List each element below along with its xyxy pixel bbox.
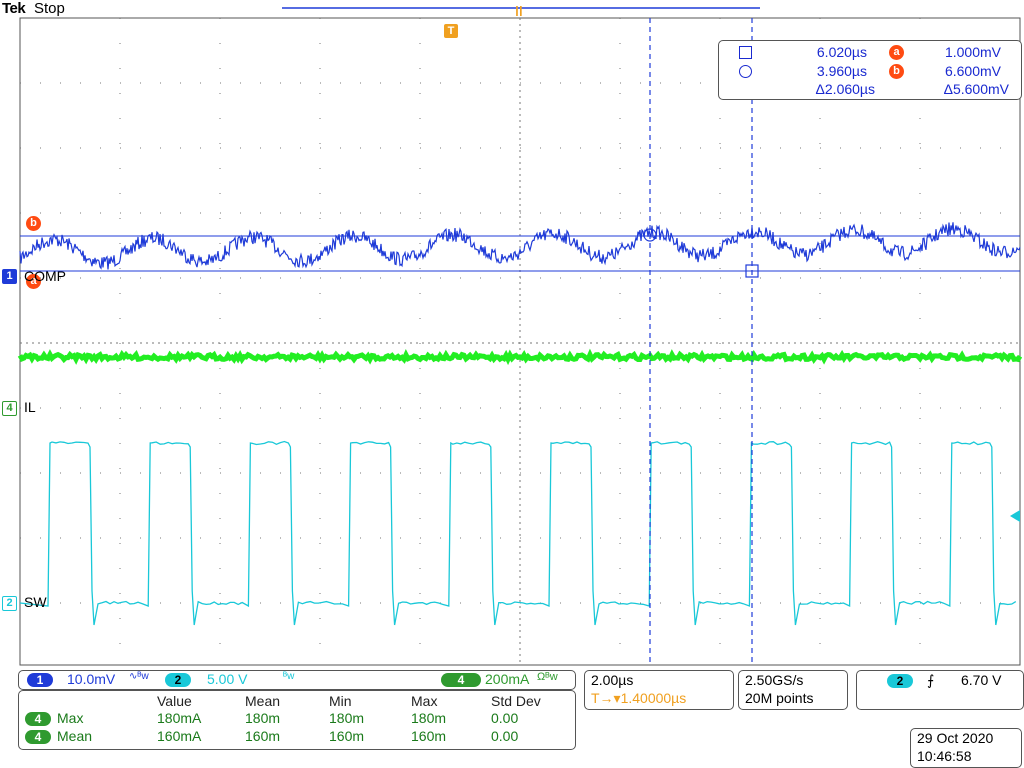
meas1-min: 180m	[329, 710, 365, 726]
ch1-bw-icon: ∿ᴮw	[129, 671, 149, 682]
meas2-max: 160m	[411, 728, 447, 744]
cursor-dv: Δ5.600mV	[943, 81, 1009, 97]
square-cursor-icon	[739, 46, 752, 59]
timebase-panel[interactable]: 2.00µs T→▾1.40000µs	[584, 670, 734, 710]
channel-scale-bar[interactable]: 1 10.0mV ∿ᴮw 2 5.00 V ᴮw 4 200mA Ωᴮw	[18, 670, 576, 690]
meas2-value: 160mA	[157, 728, 202, 744]
cursor-lines[interactable]	[20, 18, 1020, 665]
cursor-v2: 6.600mV	[944, 63, 1001, 79]
sample-rate: 2.50GS/s	[745, 672, 804, 688]
ch1-scale-badge[interactable]: 1	[27, 673, 53, 687]
trigger-slope-icon: ⨍	[927, 672, 935, 688]
meas2-ch-badge[interactable]: 4	[25, 730, 51, 744]
trigger-source-badge[interactable]: 2	[887, 674, 913, 688]
ch4-label: IL	[24, 399, 36, 415]
datetime-panel: 29 Oct 2020 10:46:58	[910, 728, 1022, 768]
brand-logo: Tek	[2, 0, 26, 17]
meas1-max: 180m	[411, 710, 447, 726]
status-panel: 1 10.0mV ∿ᴮw 2 5.00 V ᴮw 4 200mA Ωᴮw Val…	[0, 668, 1024, 768]
top-bar: Tek Stop	[0, 0, 1024, 18]
cursor-t1: 6.020µs	[816, 44, 867, 60]
trigger-level: 6.70 V	[961, 672, 1002, 688]
meas1-ch-badge[interactable]: 4	[25, 712, 51, 726]
ch4-scale-badge[interactable]: 4	[441, 673, 481, 687]
ch4-trace	[17, 348, 1023, 366]
col-max: Max	[411, 693, 438, 709]
ch2-bw-icon: ᴮw	[283, 671, 295, 682]
cursor-readout: 6.020µs 3.960µs Δ2.060µs a b 1.000mV 6.6…	[718, 40, 1022, 100]
ch4-bw-icon: Ωᴮw	[537, 671, 558, 683]
ch4-marker[interactable]: 4	[2, 401, 17, 416]
horizontal-position-icon[interactable]: ǀǀ	[515, 3, 523, 19]
cursor-b-label[interactable]: b	[26, 216, 41, 231]
trigger-level-arrow[interactable]	[1010, 510, 1020, 522]
cursor-dt: Δ2.060µs	[815, 81, 875, 97]
ch1-trace	[19, 222, 1021, 270]
cursor-circle-marker	[643, 228, 657, 242]
meas1-value: 180mA	[157, 710, 202, 726]
cursor-square-marker	[745, 264, 759, 278]
measurement-table: Value Mean Min Max Std Dev 4 Max 180mA 1…	[18, 690, 576, 750]
ch4-scale: 200mA	[485, 671, 530, 687]
meas2-name: Mean	[57, 728, 93, 744]
trigger-offset: T→▾1.40000µs	[591, 690, 687, 706]
time: 10:46:58	[917, 748, 972, 764]
meas1-name: Max	[57, 710, 84, 726]
cursor-v1: 1.000mV	[944, 44, 1001, 60]
ch1-label: COMP	[24, 268, 66, 284]
col-min: Min	[329, 693, 352, 709]
ch2-marker[interactable]: 2	[2, 596, 17, 611]
ch1-scale: 10.0mV	[67, 671, 116, 687]
cursor-a-icon: a	[889, 45, 904, 60]
time-scale: 2.00µs	[591, 672, 634, 688]
graticule	[19, 7, 1021, 666]
scope-display[interactable]	[0, 0, 1024, 668]
meas2-mean: 160m	[245, 728, 281, 744]
record-length: 20M points	[745, 690, 814, 706]
acquisition-panel[interactable]: 2.50GS/s 20M points	[738, 670, 848, 710]
date: 29 Oct 2020	[917, 730, 994, 746]
ch1-marker[interactable]: 1	[2, 269, 17, 284]
cursor-a-label[interactable]: a	[26, 274, 41, 289]
circle-cursor-icon	[739, 65, 752, 78]
trigger-position-marker[interactable]: T	[444, 24, 458, 38]
meas1-std: 0.00	[491, 710, 519, 726]
ch2-scale: 5.00 V	[207, 671, 248, 687]
ch2-trace	[19, 440, 1017, 626]
cursor-t2: 3.960µs	[816, 63, 867, 79]
ch2-label: SW	[24, 594, 47, 610]
col-value: Value	[157, 693, 192, 709]
col-mean: Mean	[245, 693, 281, 709]
meas2-min: 160m	[329, 728, 365, 744]
meas2-std: 0.00	[491, 728, 519, 744]
ch2-scale-badge[interactable]: 2	[165, 673, 191, 687]
run-state[interactable]: Stop	[34, 0, 65, 17]
trigger-panel[interactable]: 2 ⨍ 6.70 V	[856, 670, 1024, 710]
meas1-mean: 180m	[245, 710, 281, 726]
waveforms	[17, 222, 1023, 626]
cursor-b-icon: b	[889, 64, 904, 79]
col-std: Std Dev	[491, 693, 541, 709]
